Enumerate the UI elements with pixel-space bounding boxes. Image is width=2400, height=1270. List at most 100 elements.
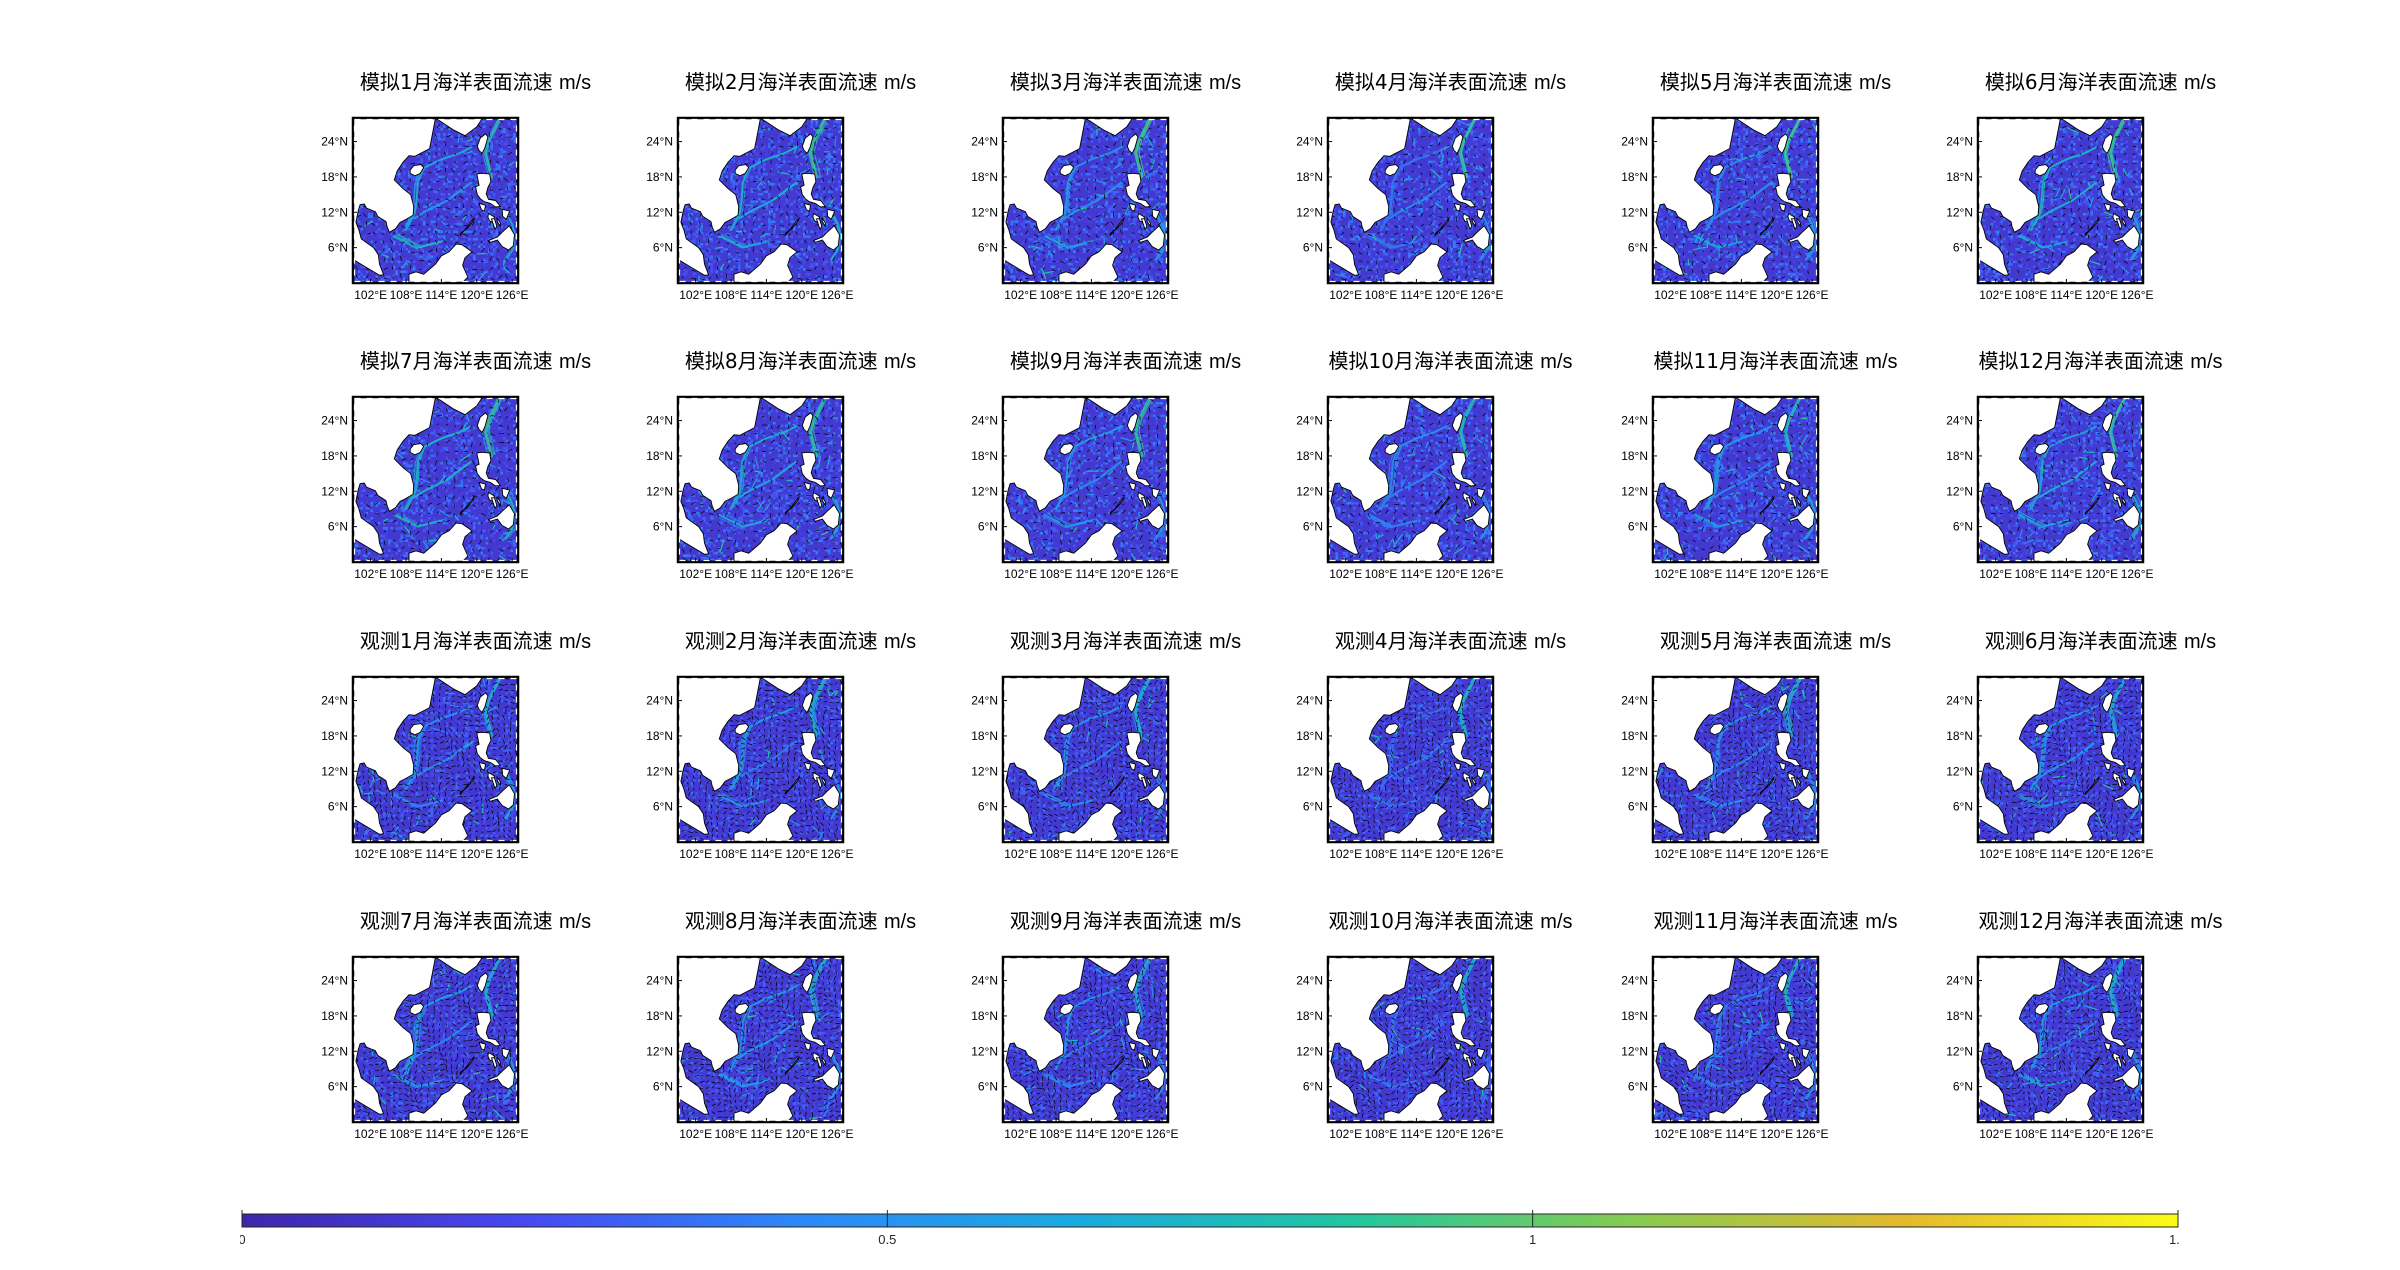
lat-tick-label: 18°N [1946, 729, 1973, 743]
lat-tick-label: 18°N [1621, 170, 1648, 184]
lon-tick-label: 114°E [425, 1127, 457, 1141]
lon-tick-label: 114°E [750, 847, 782, 861]
lon-tick-label: 108°E [715, 567, 748, 581]
map-panel: 模拟8月海洋表面流速 m/s 24°N 18°N 12°N 6°N 102°E 108°E 1… [638, 347, 963, 617]
map-plot-area [1978, 677, 2143, 842]
panel-title-unit: m/s [1209, 631, 1241, 653]
lon-tick-label: 108°E [390, 288, 423, 302]
map-panel: 模拟12月海洋表面流速 m/s 24°N 18°N 12°N 6°N 102°E 108°E… [1938, 347, 2263, 617]
current-streaks [697, 118, 843, 271]
panel-title-text: 观测4月海洋表面流速 [1335, 629, 1528, 653]
lon-tick-label: 120°E [1435, 1127, 1468, 1141]
lon-tick-label: 102°E [679, 567, 712, 581]
lon-tick-label: 126°E [2121, 567, 2154, 581]
map-plot-area [1003, 397, 1168, 562]
lat-tick-label: 6°N [1953, 1080, 1973, 1094]
lon-tick-label: 126°E [1796, 567, 1829, 581]
lon-tick-label: 108°E [390, 847, 423, 861]
lat-tick-label: 12°N [321, 205, 348, 219]
lon-tick-label: 102°E [1004, 288, 1037, 302]
lon-tick-label: 108°E [1040, 567, 1073, 581]
panel-title: 模拟5月海洋表面流速 m/s [1613, 68, 1938, 97]
panel-title-text: 观测1月海洋表面流速 [360, 629, 553, 653]
lat-tick-label: 6°N [1303, 520, 1323, 534]
panel-title: 观测11月海洋表面流速 m/s [1613, 907, 1938, 936]
map-panel: 模拟11月海洋表面流速 m/s 24°N 18°N 12°N 6°N 102°E 108°E… [1613, 347, 1938, 617]
panel-title-text: 观测2月海洋表面流速 [685, 629, 878, 653]
lon-tick-label: 108°E [2015, 567, 2048, 581]
lat-tick-label: 24°N [1946, 694, 1973, 708]
lon-tick-label: 114°E [1400, 1127, 1432, 1141]
lon-tick-label: 114°E [1075, 567, 1107, 581]
lon-tick-label: 102°E [1004, 1127, 1037, 1141]
current-streaks [1031, 118, 1168, 283]
lat-tick-label: 6°N [978, 800, 998, 814]
panel-title-unit: m/s [2184, 631, 2216, 653]
lon-tick-label: 114°E [1075, 288, 1107, 302]
map-frame [1326, 955, 1495, 1124]
lat-tick-label: 12°N [1946, 484, 1973, 498]
lat-tick-label: 12°N [1296, 764, 1323, 778]
lon-tick-label: 108°E [2015, 288, 2048, 302]
lon-tick-label: 126°E [1471, 1127, 1504, 1141]
lat-tick-label: 12°N [646, 484, 673, 498]
velocity-map: 24°N 18°N 12°N 6°N 102°E 108°E 114°E 120°E 126°E [1621, 955, 1829, 1141]
lat-tick-label: 6°N [1953, 800, 1973, 814]
lon-tick-label: 126°E [821, 847, 854, 861]
map-plot-area [678, 677, 843, 842]
lat-tick-label: 12°N [646, 764, 673, 778]
map-panel: 模拟2月海洋表面流速 m/s 24°N 18°N 12°N 6°N 102°E 108°E 1… [638, 68, 963, 338]
land-mask [1653, 118, 1815, 283]
velocity-map: 24°N 18°N 12°N 6°N 102°E 108°E 114°E 120°E 126°E [1296, 955, 1504, 1141]
map-frame [1326, 675, 1495, 844]
lat-tick-label: 24°N [646, 135, 673, 149]
velocity-map: 24°N 18°N 12°N 6°N 102°E 108°E 114°E 120°E 126°E [646, 675, 854, 861]
panel-title-text: 模拟7月海洋表面流速 [360, 349, 553, 373]
panel-title-text: 观测9月海洋表面流速 [1010, 909, 1203, 933]
map-frame [1976, 955, 2145, 1124]
velocity-vectors [356, 677, 518, 840]
velocity-map: 24°N 18°N 12°N 6°N 102°E 108°E 114°E 120°E 126°E [971, 955, 1179, 1141]
lat-tick-label: 12°N [1621, 484, 1648, 498]
lon-tick-label: 102°E [354, 1127, 387, 1141]
lon-tick-label: 120°E [2085, 288, 2118, 302]
lat-tick-label: 12°N [1946, 205, 1973, 219]
lon-tick-label: 102°E [1329, 288, 1362, 302]
lon-tick-label: 114°E [1400, 288, 1432, 302]
land-mask [1003, 397, 1165, 562]
lat-tick-label: 12°N [321, 764, 348, 778]
map-panel: 模拟6月海洋表面流速 m/s 24°N 18°N 12°N 6°N 102°E 108°E 1… [1938, 68, 2263, 338]
lat-tick-label: 18°N [1946, 449, 1973, 463]
velocity-map: 24°N 18°N 12°N 6°N 102°E 108°E 114°E 120°E 126°E [1946, 395, 2154, 581]
lat-tick-label: 12°N [971, 1044, 998, 1058]
map-plot-area [678, 957, 843, 1122]
lat-tick-label: 12°N [1296, 484, 1323, 498]
lat-tick-label: 24°N [321, 414, 348, 428]
map-frame [1326, 116, 1495, 285]
lon-tick-label: 102°E [1329, 567, 1362, 581]
velocity-map: 24°N 18°N 12°N 6°N 102°E 108°E 114°E 120°E 126°E [1621, 395, 1829, 581]
panel-title-unit: m/s [884, 72, 916, 94]
panel-title-unit: m/s [884, 911, 916, 933]
lon-tick-label: 102°E [1004, 567, 1037, 581]
lon-tick-label: 126°E [1146, 1127, 1179, 1141]
map-panel: 观测1月海洋表面流速 m/s 24°N 18°N 12°N 6°N 102°E 108°E 1… [313, 627, 638, 897]
velocity-vectors [1980, 397, 2143, 561]
map-plot-area [678, 397, 843, 562]
lon-tick-label: 114°E [1075, 847, 1107, 861]
lat-tick-label: 18°N [1946, 1009, 1973, 1023]
panel-title: 观测1月海洋表面流速 m/s [313, 627, 638, 656]
lon-tick-label: 120°E [785, 1127, 818, 1141]
lon-tick-label: 108°E [1690, 847, 1723, 861]
land-mask [1653, 677, 1815, 842]
colorbar-tick-label: 1.5 [2169, 1232, 2180, 1247]
lon-tick-label: 114°E [1725, 1127, 1757, 1141]
lat-tick-label: 24°N [971, 974, 998, 988]
land-mask [1003, 957, 1165, 1122]
panel-title-unit: m/s [1865, 911, 1897, 933]
lat-tick-label: 24°N [1296, 974, 1323, 988]
map-panel: 模拟5月海洋表面流速 m/s 24°N 18°N 12°N 6°N 102°E 108°E 1… [1613, 68, 1938, 338]
panel-title-unit: m/s [1540, 351, 1572, 373]
current-streaks [383, 397, 518, 562]
map-frame [1651, 116, 1820, 285]
